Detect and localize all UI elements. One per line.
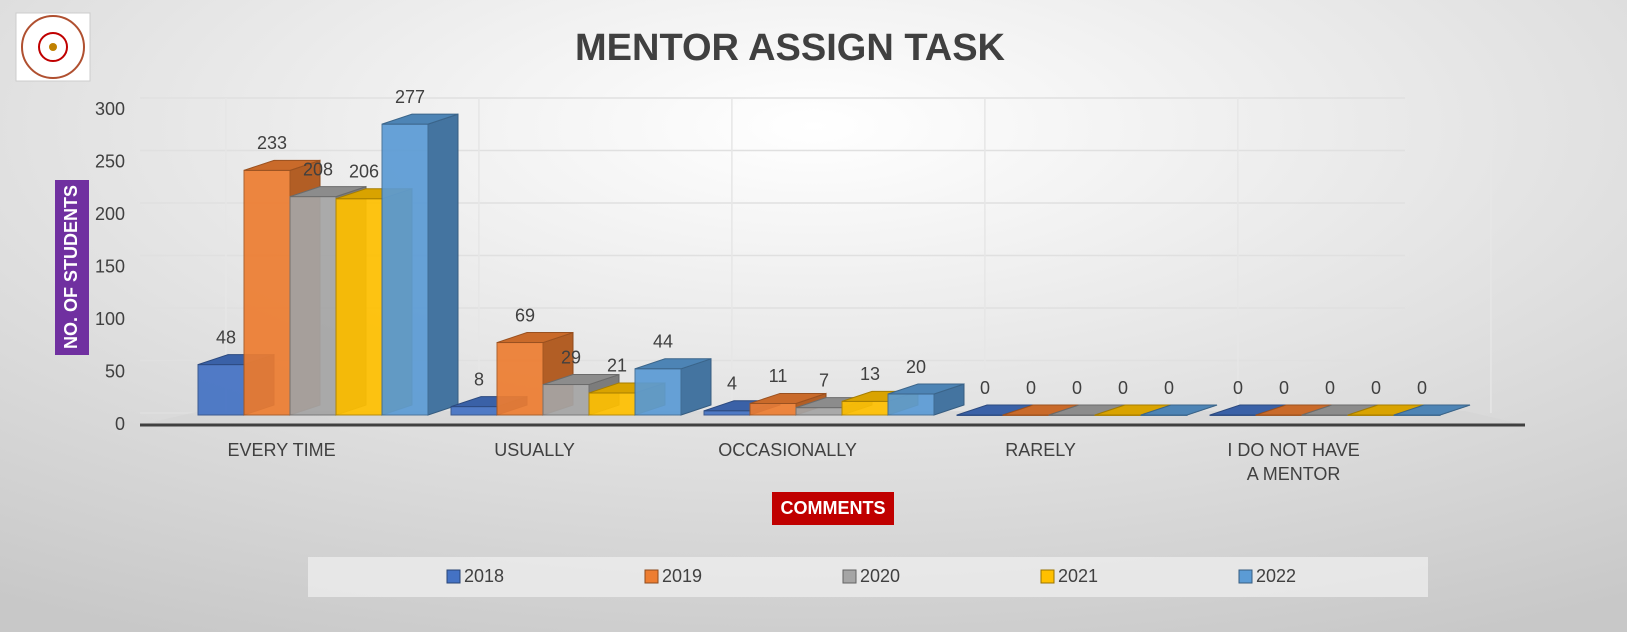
x-axis-title-text: COMMENTS — [781, 498, 886, 518]
x-axis-title: COMMENTS — [772, 492, 894, 525]
x-tick-label: I DO NOT HAVE A MENTOR — [1227, 440, 1359, 484]
bar — [1255, 404, 1333, 416]
data-label: 0 — [980, 378, 990, 398]
x-tick-label: EVERY TIME — [228, 440, 336, 460]
legend-label: 2018 — [464, 566, 504, 586]
data-label: 0 — [1417, 378, 1427, 398]
bar-front — [381, 123, 429, 416]
data-label: 11 — [769, 366, 788, 386]
data-label: 277 — [395, 87, 425, 107]
y-axis-title: NO. OF STUDENTS — [55, 180, 89, 355]
data-label: 8 — [474, 369, 484, 389]
bar — [381, 113, 459, 416]
data-label: 13 — [860, 364, 880, 384]
x-tick-label-line: A MENTOR — [1247, 464, 1341, 484]
bar — [496, 331, 574, 416]
bar — [1140, 404, 1218, 416]
legend-label: 2021 — [1058, 566, 1098, 586]
bar-front — [749, 402, 797, 416]
data-label: 0 — [1371, 378, 1381, 398]
bar-top — [1140, 404, 1218, 416]
y-tick-label: 150 — [95, 256, 125, 276]
bar-front — [588, 392, 636, 416]
bar-front — [887, 393, 935, 416]
legend-swatch — [1238, 569, 1253, 584]
bar — [634, 358, 712, 416]
bar-front — [496, 342, 544, 416]
bar-front — [703, 410, 751, 416]
bar-front — [335, 198, 383, 416]
data-label: 48 — [216, 327, 236, 347]
bar-top — [289, 186, 367, 198]
legend-swatch — [842, 569, 857, 584]
x-tick-label-line: I DO NOT HAVE — [1227, 440, 1359, 460]
chart-title: MENTOR ASSIGN TASK — [575, 27, 1006, 69]
data-label: 69 — [515, 305, 535, 325]
logo — [15, 12, 91, 82]
data-label: 20 — [906, 357, 926, 377]
legend-label: 2022 — [1256, 566, 1296, 586]
bar-top — [496, 332, 574, 344]
legend-label: 2019 — [662, 566, 702, 586]
bar-top — [243, 159, 321, 171]
y-axis-title-text: NO. OF STUDENTS — [61, 185, 81, 349]
y-tick-label: 200 — [95, 204, 125, 224]
bar-front — [243, 169, 291, 416]
data-label: 0 — [1164, 378, 1174, 398]
bar-top — [749, 392, 827, 404]
bar-top — [1393, 404, 1471, 416]
y-tick-label: 0 — [115, 414, 125, 434]
bar-front — [795, 407, 843, 416]
legend-swatch — [1040, 569, 1055, 584]
x-tick-label: USUALLY — [494, 440, 575, 460]
data-label: 208 — [303, 159, 333, 179]
data-label: 4 — [727, 374, 737, 394]
bar-side — [427, 113, 459, 416]
legend-label: 2020 — [860, 566, 900, 586]
bar — [1393, 404, 1471, 416]
legend-swatch — [644, 569, 659, 584]
y-tick-label: 250 — [95, 151, 125, 171]
data-label: 21 — [607, 356, 627, 376]
bar-front — [542, 384, 590, 416]
bar-front — [450, 406, 498, 416]
data-label: 206 — [349, 161, 379, 181]
legend-swatch — [446, 569, 461, 584]
data-label: 233 — [257, 133, 287, 153]
data-label: 0 — [1026, 378, 1036, 398]
bar-front — [197, 364, 245, 416]
data-label: 0 — [1072, 378, 1082, 398]
y-tick-label: 300 — [95, 99, 125, 119]
bar-front — [841, 400, 889, 416]
data-label: 29 — [561, 347, 581, 367]
bar-top — [381, 113, 459, 125]
y-tick-label: 50 — [105, 361, 125, 381]
bar-front — [289, 196, 337, 416]
data-label: 44 — [653, 332, 673, 352]
x-tick-label: OCCASIONALLY — [718, 440, 857, 460]
bar — [887, 383, 965, 416]
data-label: 0 — [1118, 378, 1128, 398]
data-label: 0 — [1325, 378, 1335, 398]
x-tick-label: RARELY — [1005, 440, 1076, 460]
data-label: 0 — [1279, 378, 1289, 398]
bar-front — [634, 368, 682, 416]
data-label: 0 — [1233, 378, 1243, 398]
data-label: 7 — [819, 370, 829, 390]
y-tick-label: 100 — [95, 309, 125, 329]
bar-top — [634, 358, 712, 370]
bar-top — [887, 383, 965, 395]
bar-top — [542, 374, 620, 386]
